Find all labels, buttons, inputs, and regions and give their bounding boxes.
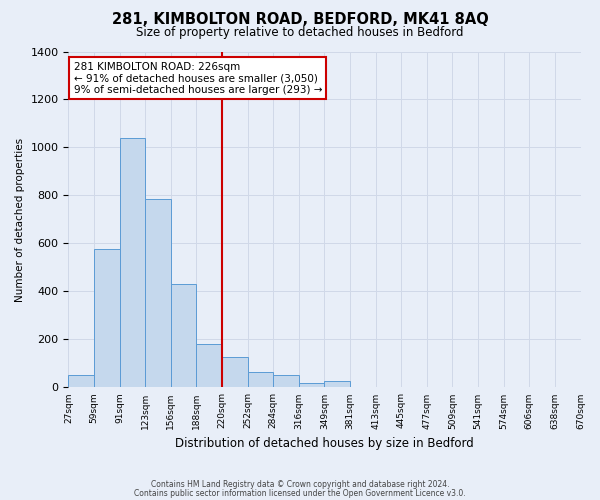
Bar: [196, 344, 222, 388]
Text: Size of property relative to detached houses in Bedford: Size of property relative to detached ho…: [136, 26, 464, 39]
Bar: [171, 284, 196, 388]
Text: 281 KIMBOLTON ROAD: 226sqm
← 91% of detached houses are smaller (3,050)
9% of se: 281 KIMBOLTON ROAD: 226sqm ← 91% of deta…: [74, 62, 322, 95]
Text: Contains public sector information licensed under the Open Government Licence v3: Contains public sector information licen…: [134, 488, 466, 498]
Bar: [325, 382, 350, 388]
Text: 281, KIMBOLTON ROAD, BEDFORD, MK41 8AQ: 281, KIMBOLTON ROAD, BEDFORD, MK41 8AQ: [112, 12, 488, 28]
Bar: [68, 376, 94, 388]
Text: Contains HM Land Registry data © Crown copyright and database right 2024.: Contains HM Land Registry data © Crown c…: [151, 480, 449, 489]
Bar: [94, 250, 119, 388]
Y-axis label: Number of detached properties: Number of detached properties: [15, 138, 25, 302]
Bar: [119, 138, 145, 388]
Bar: [248, 372, 273, 388]
Bar: [273, 376, 299, 388]
X-axis label: Distribution of detached houses by size in Bedford: Distribution of detached houses by size …: [175, 437, 474, 450]
Bar: [299, 382, 325, 388]
Bar: [145, 199, 171, 388]
Bar: [222, 358, 248, 388]
